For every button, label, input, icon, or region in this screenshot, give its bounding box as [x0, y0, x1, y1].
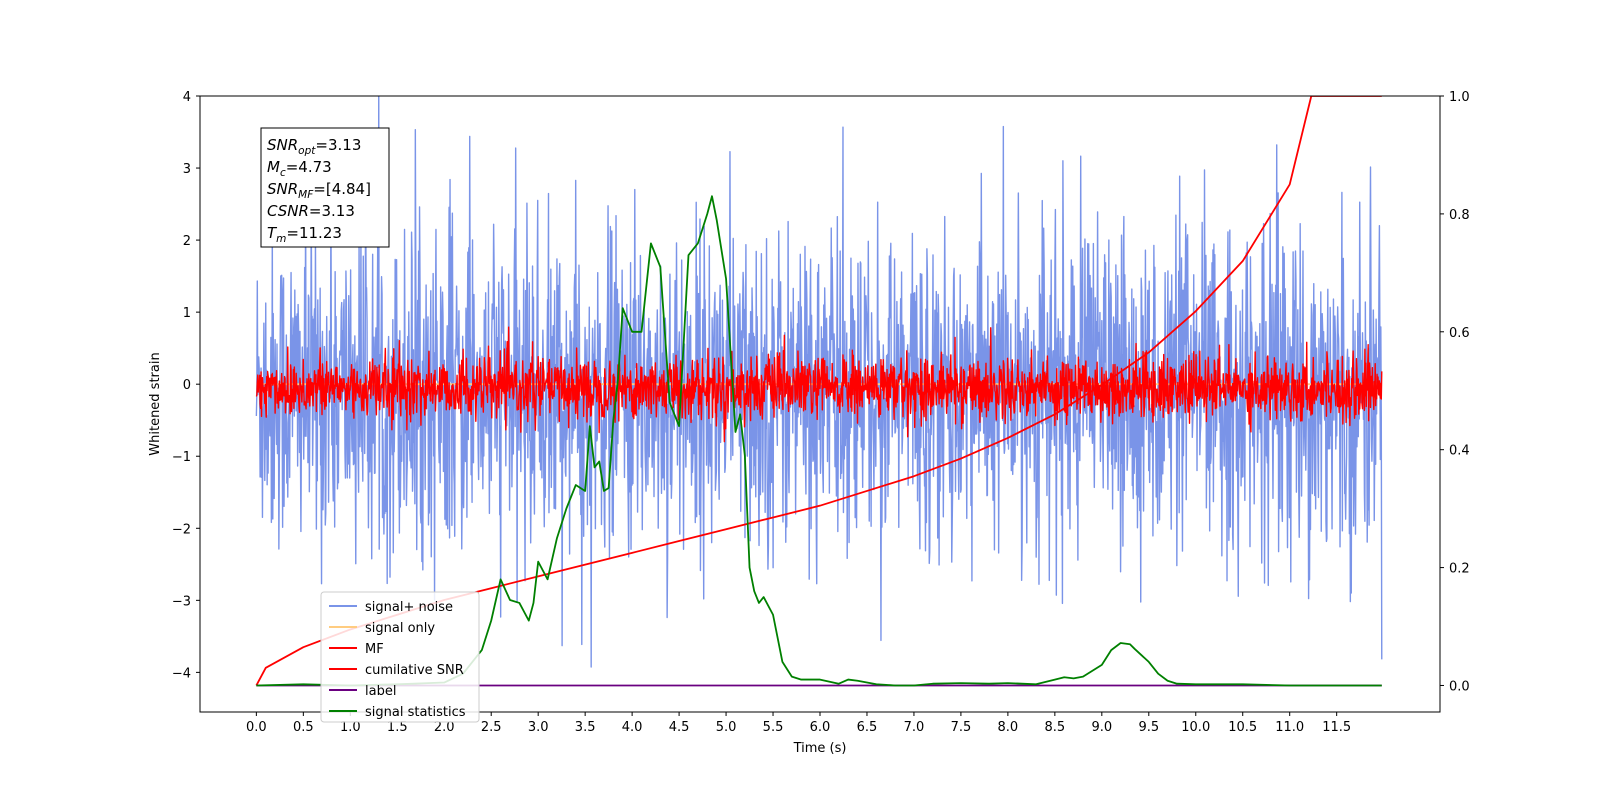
y2-tick-label: 0.8 — [1449, 208, 1470, 223]
x-tick-label: 4.0 — [622, 720, 643, 735]
legend-label: label — [365, 684, 396, 699]
x-tick-label: 1.5 — [387, 720, 408, 735]
annotation-line: Mc=4.73 — [267, 158, 332, 179]
x-tick-label: 9.0 — [1091, 720, 1112, 735]
y2-tick-label: 0.4 — [1449, 444, 1470, 459]
y-tick-label: 2 — [183, 234, 191, 249]
x-axis-label: Time (s) — [793, 741, 847, 756]
x-tick-label: 3.0 — [528, 720, 549, 735]
y-tick-label: 4 — [183, 90, 191, 105]
x-tick-label: 4.5 — [669, 720, 690, 735]
x-tick-label: 5.0 — [716, 720, 737, 735]
series-mf — [255, 326, 1383, 443]
x-tick-label: 8.5 — [1045, 720, 1066, 735]
x-tick-label: 3.5 — [575, 720, 596, 735]
y2-tick-label: 0.6 — [1449, 326, 1470, 341]
legend-label: cumilative SNR — [365, 663, 464, 678]
y2-tick-label: 0.0 — [1449, 679, 1470, 694]
annotation-line: SNRopt=3.13 — [267, 136, 361, 157]
x-tick-label: 7.0 — [904, 720, 925, 735]
annotation-line: CSNR=3.13 — [267, 202, 355, 220]
series-signal-statistics — [256, 195, 1382, 687]
legend-frame — [320, 591, 480, 723]
x-tick-label: 6.5 — [857, 720, 878, 735]
y-tick-label: 1 — [183, 306, 191, 321]
x-tick-label: 11.0 — [1275, 720, 1304, 735]
series-signal-noise — [255, 96, 1383, 668]
annotation-frame — [260, 127, 390, 248]
y-tick-label: 3 — [183, 162, 191, 177]
x-tick-label: 9.5 — [1138, 720, 1159, 735]
legend-label: signal+ noise — [365, 600, 453, 615]
x-tick-label: 6.0 — [810, 720, 831, 735]
x-tick-label: 5.5 — [763, 720, 784, 735]
x-tick-label: 10.0 — [1181, 720, 1210, 735]
axes-layer: 0.0 0.5 1.0 1.5 2.0 2.5 3.0 3.5 4.0 4.5 5.0 5.5 6.0 6… — [172, 90, 1470, 735]
legend: signal+ noise signal only MF cumilative SNR… — [320, 591, 480, 723]
annotation-line: Tm=11.23 — [267, 224, 342, 245]
y-tick-label: 0 — [183, 378, 191, 393]
y-tick-label: −3 — [172, 594, 191, 609]
x-tick-label: 8.0 — [998, 720, 1019, 735]
x-tick-label: 0.5 — [293, 720, 314, 735]
x-tick-label: 1.0 — [340, 720, 361, 735]
y-tick-label: −2 — [172, 522, 191, 537]
x-tick-label: 0.0 — [246, 720, 267, 735]
y-tick-label: −4 — [172, 666, 191, 681]
y2-tick-label: 1.0 — [1449, 90, 1470, 105]
x-tick-label: 2.0 — [434, 720, 455, 735]
legend-label: MF — [365, 642, 384, 657]
x-tick-label: 7.5 — [951, 720, 972, 735]
legend-label: signal statistics — [365, 705, 466, 720]
legend-label: signal only — [365, 621, 435, 636]
y2-tick-label: 0.2 — [1449, 562, 1470, 577]
annotation-line: SNRMF=[4.84] — [267, 180, 371, 201]
y-axis-label: Whitened strain — [148, 352, 163, 455]
x-tick-label: 11.5 — [1322, 720, 1351, 735]
x-tick-label: 2.5 — [481, 720, 502, 735]
y-tick-label: −1 — [172, 450, 191, 465]
x-tick-label: 10.5 — [1228, 720, 1257, 735]
